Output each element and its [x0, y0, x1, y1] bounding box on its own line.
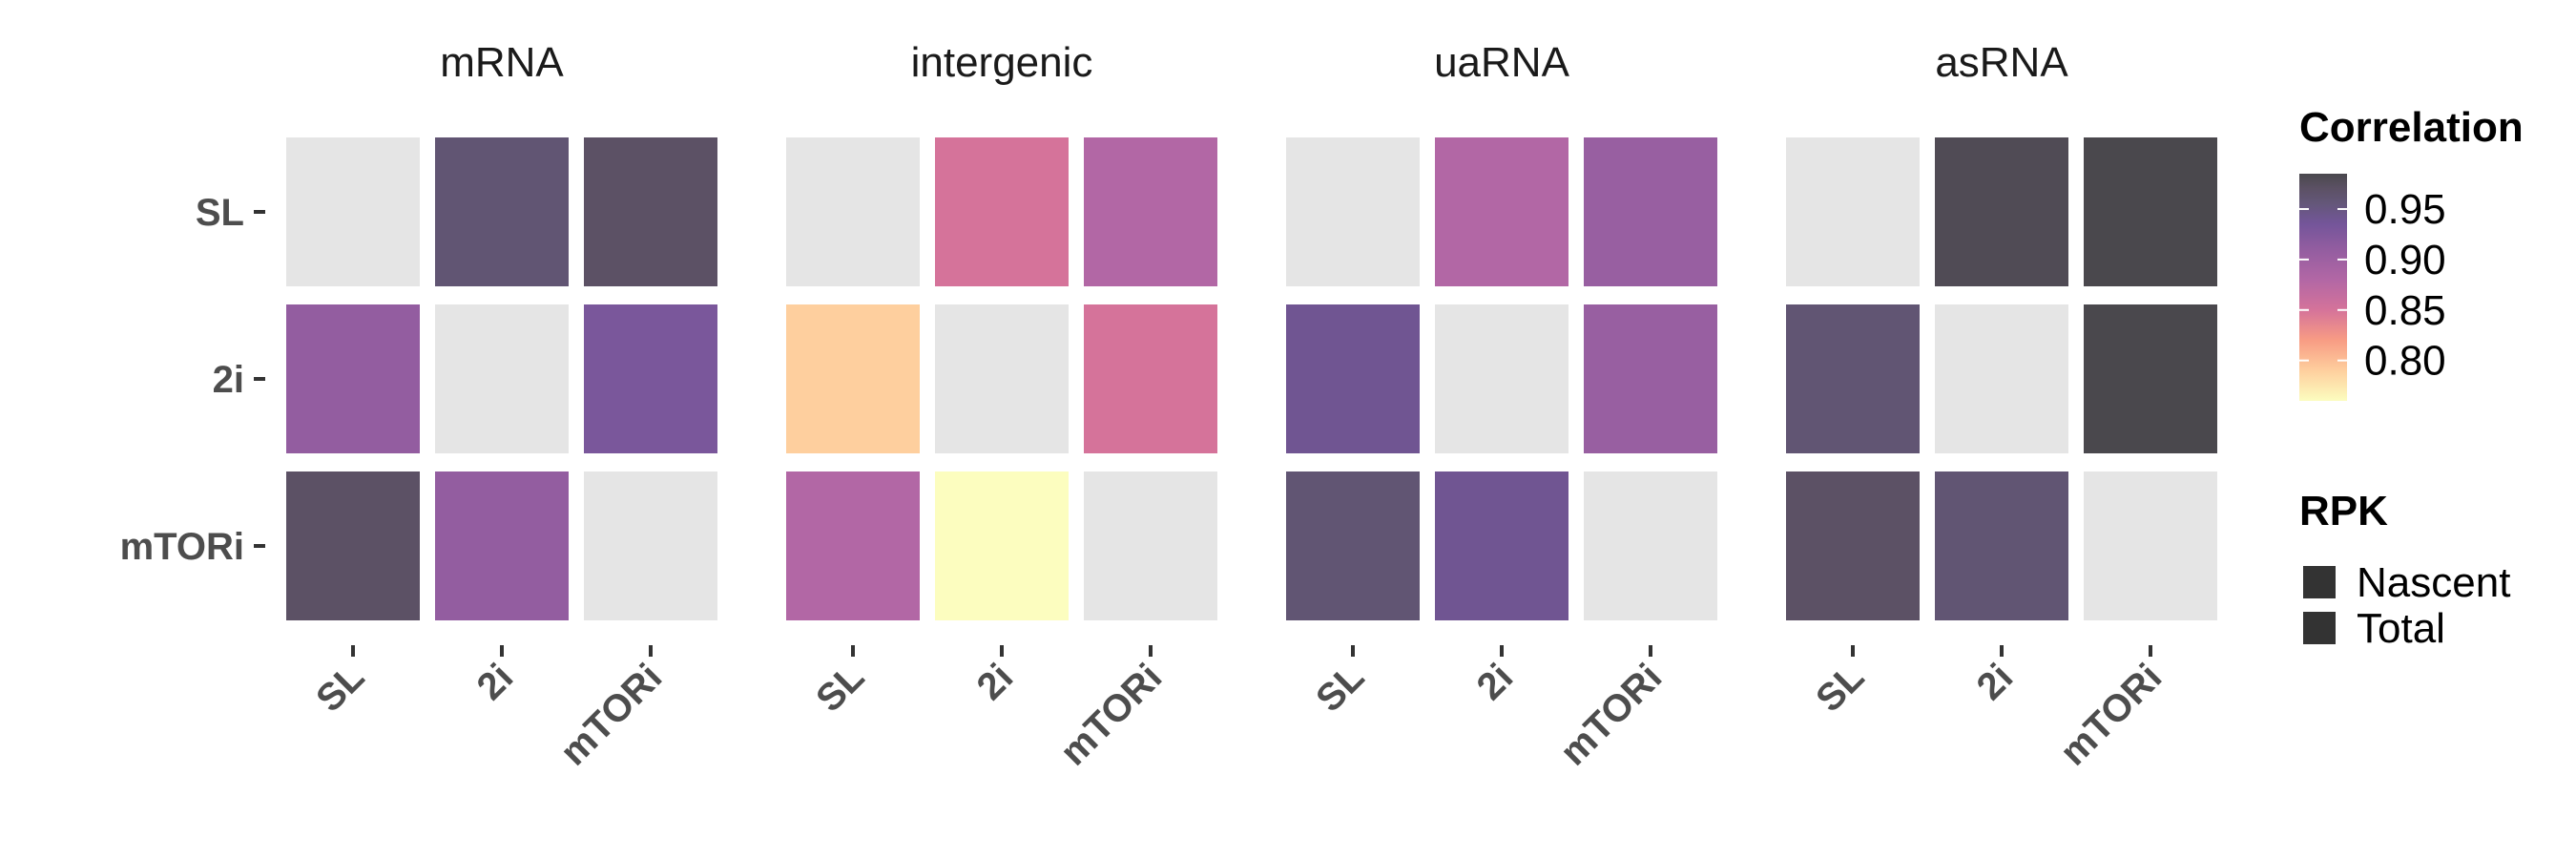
heatmap-cell	[1786, 137, 1920, 286]
colorbar-ticks: 0.950.900.850.80	[2299, 186, 2446, 385]
legend-item-label: Total	[2357, 605, 2445, 652]
panel-title: intergenic	[911, 39, 1093, 86]
y-tick-label: 2i	[213, 359, 244, 401]
heatmap-cell	[584, 137, 717, 286]
heatmap-cell	[1584, 137, 1717, 286]
heatmap-cell	[1786, 304, 1920, 453]
heatmap-cell	[1935, 137, 2068, 286]
x-tick-label: mTORi	[2052, 656, 2170, 773]
x-tick-label: SL	[808, 656, 872, 720]
y-tick-label: SL	[196, 192, 244, 234]
panel-title: mRNA	[440, 39, 564, 86]
panel-mrna: mRNA SL 2i mTORi	[286, 39, 717, 774]
panel-intergenic: intergenic SL 2i mTORi	[786, 39, 1217, 774]
panel-title: uaRNA	[1434, 39, 1569, 86]
heatmap-cell	[286, 304, 420, 453]
y-tick-label: mTORi	[120, 526, 244, 568]
heatmap-cell	[584, 304, 717, 453]
heatmap-cell	[286, 137, 420, 286]
heatmap-cell	[1786, 471, 1920, 620]
heatmap-cell	[1084, 471, 1217, 620]
heatmap-cell	[1084, 304, 1217, 453]
panel-title: asRNA	[1935, 39, 2068, 86]
heatmap-cell	[935, 137, 1069, 286]
legend-item-label: Nascent	[2357, 559, 2510, 606]
shape-legend-title: RPK	[2299, 488, 2388, 534]
heatmap-cell	[286, 471, 420, 620]
heatmap-cell	[1286, 137, 1420, 286]
heatmap-cell	[1286, 304, 1420, 453]
heatmap-cell	[584, 471, 717, 620]
legend-key-square	[2303, 612, 2336, 644]
heatmap-cell	[935, 471, 1069, 620]
x-tick-label: SL	[1308, 656, 1372, 720]
heatmap-cell	[1584, 471, 1717, 620]
heatmap-panels: mRNA SL 2i mTORi intergenic SL 2i mTORi uaRNA SL 2…	[286, 39, 2217, 774]
legend: Correlation 0.950.900.850.80 RPK Nascent…	[2299, 104, 2524, 652]
x-tick-label: 2i	[969, 656, 1022, 708]
heatmap-cell	[935, 304, 1069, 453]
heatmap-cell	[1435, 304, 1568, 453]
heatmap-cell	[2084, 137, 2217, 286]
heatmap-cell	[1584, 304, 1717, 453]
heatmap-cell	[435, 304, 569, 453]
heatmap-cell	[435, 137, 569, 286]
heatmap-cell	[2084, 471, 2217, 620]
heatmap-cell	[786, 471, 920, 620]
heatmap-cell	[1435, 137, 1568, 286]
colorbar-title: Correlation	[2299, 104, 2524, 151]
x-tick-label: 2i	[1469, 656, 1522, 708]
colorbar	[2299, 174, 2347, 401]
colorbar-tick-label: 0.85	[2364, 287, 2446, 334]
heatmap-cell	[1286, 471, 1420, 620]
colorbar-tick-label: 0.90	[2364, 237, 2446, 283]
heatmap-cell	[2084, 304, 2217, 453]
x-tick-label: SL	[1808, 656, 1872, 720]
heatmap-cell	[435, 471, 569, 620]
x-tick-label: SL	[308, 656, 372, 720]
x-tick-label: 2i	[1969, 656, 2022, 708]
heatmap-cell	[1935, 304, 2068, 453]
heatmap-cell	[1935, 471, 2068, 620]
heatmap-cell	[1084, 137, 1217, 286]
y-axis: SL 2i mTORi	[120, 192, 265, 568]
x-tick-label: mTORi	[1052, 656, 1170, 773]
heatmap-cell	[1435, 471, 1568, 620]
colorbar-tick-label: 0.80	[2364, 338, 2446, 385]
panel-uarna: uaRNA SL 2i mTORi	[1286, 39, 1717, 774]
x-tick-label: 2i	[469, 656, 522, 708]
x-tick-label: mTORi	[1552, 656, 1670, 773]
heatmap-cell	[786, 137, 920, 286]
colorbar-tick-label: 0.95	[2364, 186, 2446, 233]
panel-asrna: asRNA SL 2i mTORi	[1786, 39, 2217, 774]
x-tick-label: mTORi	[552, 656, 670, 773]
heatmap-cell	[786, 304, 920, 453]
legend-key-square	[2303, 566, 2336, 598]
